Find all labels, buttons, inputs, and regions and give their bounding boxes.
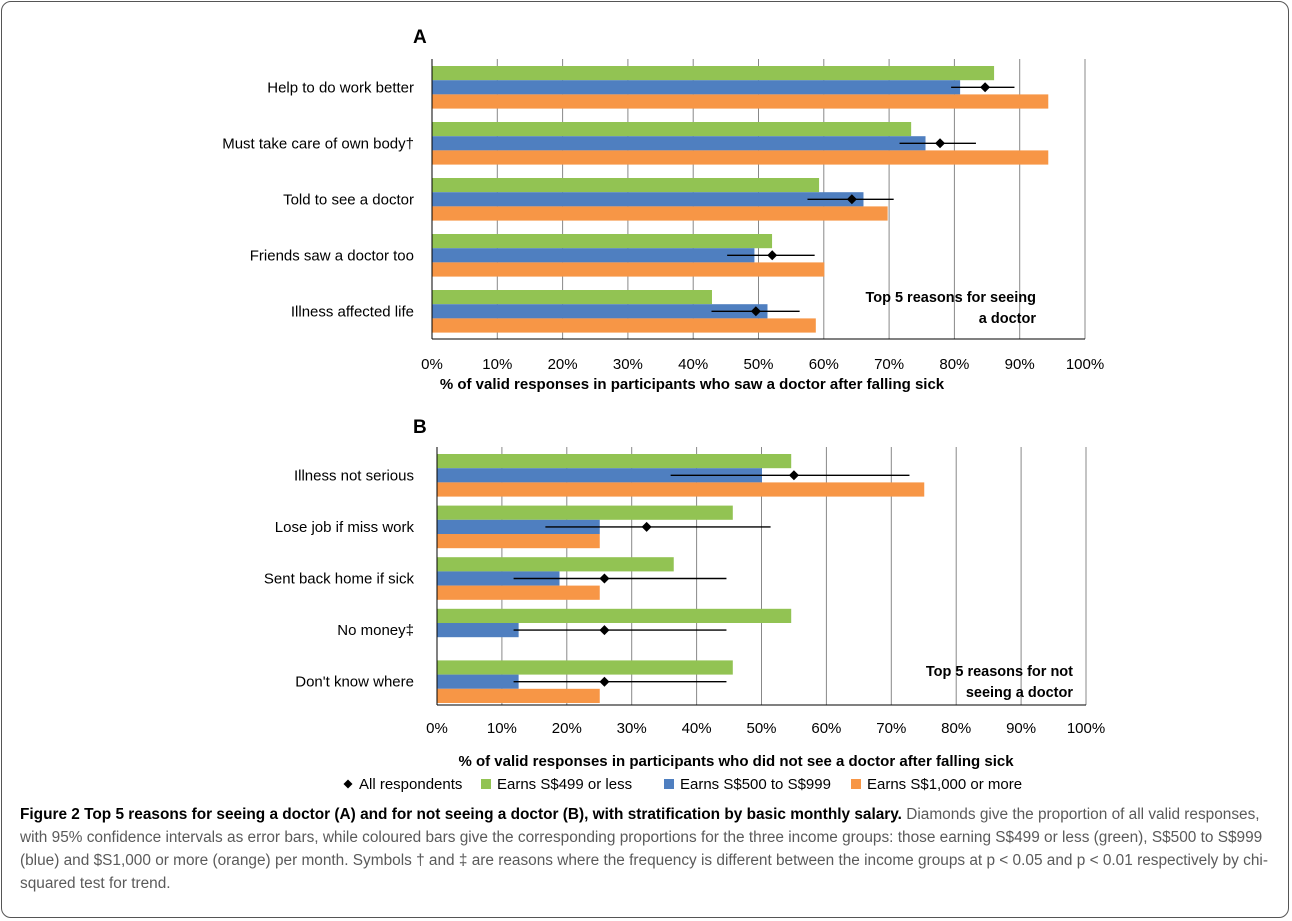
panel-b-bar	[437, 519, 600, 534]
panel-b-annotation-line: seeing a doctor	[966, 685, 1074, 701]
panel-a-all-respondents-marker	[980, 82, 991, 93]
panel-a-bar	[432, 150, 1049, 165]
panel-a-bar	[432, 192, 864, 207]
panel-b-bar	[437, 674, 519, 689]
legend-swatch	[664, 779, 674, 789]
panel-a-tick-label: 100%	[1066, 356, 1104, 373]
panel-a-bar	[432, 80, 961, 95]
legend-label: Earns S$499 or less	[497, 776, 632, 793]
panel-a-tick-label: 70%	[874, 356, 904, 373]
panel-a-tick-label: 20%	[548, 356, 578, 373]
panel-a-category-label: Must take care of own body†	[222, 135, 414, 152]
panel-b-bar	[437, 608, 792, 623]
panel-b-bar	[437, 482, 925, 497]
figure-chart: A 0% 10% 20% 30% 40% 50% 60% 70% 80% 90% 100% Help t…	[222, 27, 1105, 793]
panel-b-tick-label: 80%	[941, 720, 971, 737]
panel-a-tick-label: 10%	[482, 356, 512, 373]
panel-a-bar	[432, 234, 773, 249]
panel-b-bar	[437, 585, 600, 600]
panel-a-bar	[432, 262, 825, 277]
panel-a-bar	[432, 136, 926, 151]
panel-b-tick-label: 60%	[811, 720, 841, 737]
panel-a-tick-label: 0%	[421, 356, 443, 373]
panel-a-annotation-line: a doctor	[979, 311, 1037, 327]
legend-label: Earns S$500 to S$999	[680, 776, 831, 793]
panel-a-letter: A	[413, 27, 427, 48]
panel-a-tick-label: 80%	[939, 356, 969, 373]
panel-a-category-label: Friends saw a doctor too	[250, 247, 414, 264]
panel-a-bar	[432, 178, 820, 193]
caption-body: Diamonds give the proportion of all vali…	[20, 806, 1268, 892]
panel-b-bar	[437, 505, 733, 520]
panel-b-tick-label: 40%	[682, 720, 712, 737]
panel-b-bar	[437, 660, 733, 675]
legend-swatch	[481, 779, 491, 789]
panel-a-bar	[432, 290, 712, 305]
caption-title: Figure 2 Top 5 reasons for seeing a doct…	[20, 806, 902, 823]
panel-b-tick-label: 10%	[487, 720, 517, 737]
panel-b-tick-label: 90%	[1006, 720, 1036, 737]
panel-a-category-label: Help to do work better	[267, 79, 414, 96]
panel-b-bar	[437, 468, 762, 483]
panel-a-tick-label: 50%	[743, 356, 773, 373]
panel-a-all-respondents-marker	[750, 306, 761, 317]
legend-label: All respondents	[359, 776, 462, 793]
panel-a-bar	[432, 206, 888, 221]
panel-b-all-respondents-marker	[788, 470, 799, 481]
panel-a-all-respondents-marker	[935, 138, 946, 149]
panel-b-x-axis-title: % of valid responses in participants who…	[458, 753, 1014, 770]
panel-b-tick-label: 100%	[1067, 720, 1105, 737]
panel-b-all-respondents-marker	[599, 676, 610, 687]
panel-b-category-label: Lose job if miss work	[275, 519, 415, 536]
panel-a-annotation-line: Top 5 reasons for seeing	[865, 290, 1036, 306]
panel-b-bar	[437, 454, 792, 469]
panel-b-bar	[437, 571, 560, 586]
panel-a-category-label: Told to see a doctor	[283, 191, 414, 208]
panel-a-bar	[432, 94, 1049, 109]
panel-b-bar	[437, 623, 519, 638]
legend-swatch	[851, 779, 861, 789]
panel-a-bar	[432, 304, 768, 319]
panel-b-category-label: Sent back home if sick	[264, 571, 415, 588]
panel-a-tick-label: 40%	[678, 356, 708, 373]
figure-caption: Figure 2 Top 5 reasons for seeing a doct…	[20, 803, 1272, 895]
panel-b-tick-label: 50%	[746, 720, 776, 737]
panel-a-x-axis-title: % of valid responses in participants who…	[440, 376, 945, 393]
panel-b-category-label: Don't know where	[295, 674, 414, 691]
panel-b-annotation-line: Top 5 reasons for not	[926, 664, 1073, 680]
panel-a-all-respondents-marker	[846, 194, 857, 205]
panel-a-tick-label: 90%	[1005, 356, 1035, 373]
panel-a-bar	[432, 248, 755, 263]
panel-a-tick-label: 30%	[613, 356, 643, 373]
panel-a-tick-label: 60%	[809, 356, 839, 373]
panel-b-tick-label: 30%	[617, 720, 647, 737]
panel-b-tick-label: 0%	[426, 720, 448, 737]
panel-a-bar	[432, 66, 995, 81]
panel-b-tick-label: 70%	[876, 720, 906, 737]
panel-b-tick-label: 20%	[552, 720, 582, 737]
panel-b-category-label: No money‡	[337, 622, 414, 639]
legend-all-respondents-icon	[343, 779, 353, 789]
panel-b-all-respondents-marker	[599, 573, 610, 584]
panel-a-all-respondents-marker	[767, 250, 778, 261]
panel-a-bar	[432, 122, 912, 137]
panel-b-bar	[437, 557, 674, 572]
panel-b-bar	[437, 688, 600, 703]
panel-a-category-label: Illness affected life	[291, 303, 414, 320]
panel-b-letter: B	[413, 417, 427, 438]
panel-b-category-label: Illness not serious	[294, 467, 414, 484]
panel-b-all-respondents-marker	[641, 521, 652, 532]
legend-label: Earns S$1,000 or more	[867, 776, 1022, 793]
panel-b-bar	[437, 534, 600, 549]
panel-a-bar	[432, 318, 816, 333]
panel-b-all-respondents-marker	[599, 625, 610, 636]
